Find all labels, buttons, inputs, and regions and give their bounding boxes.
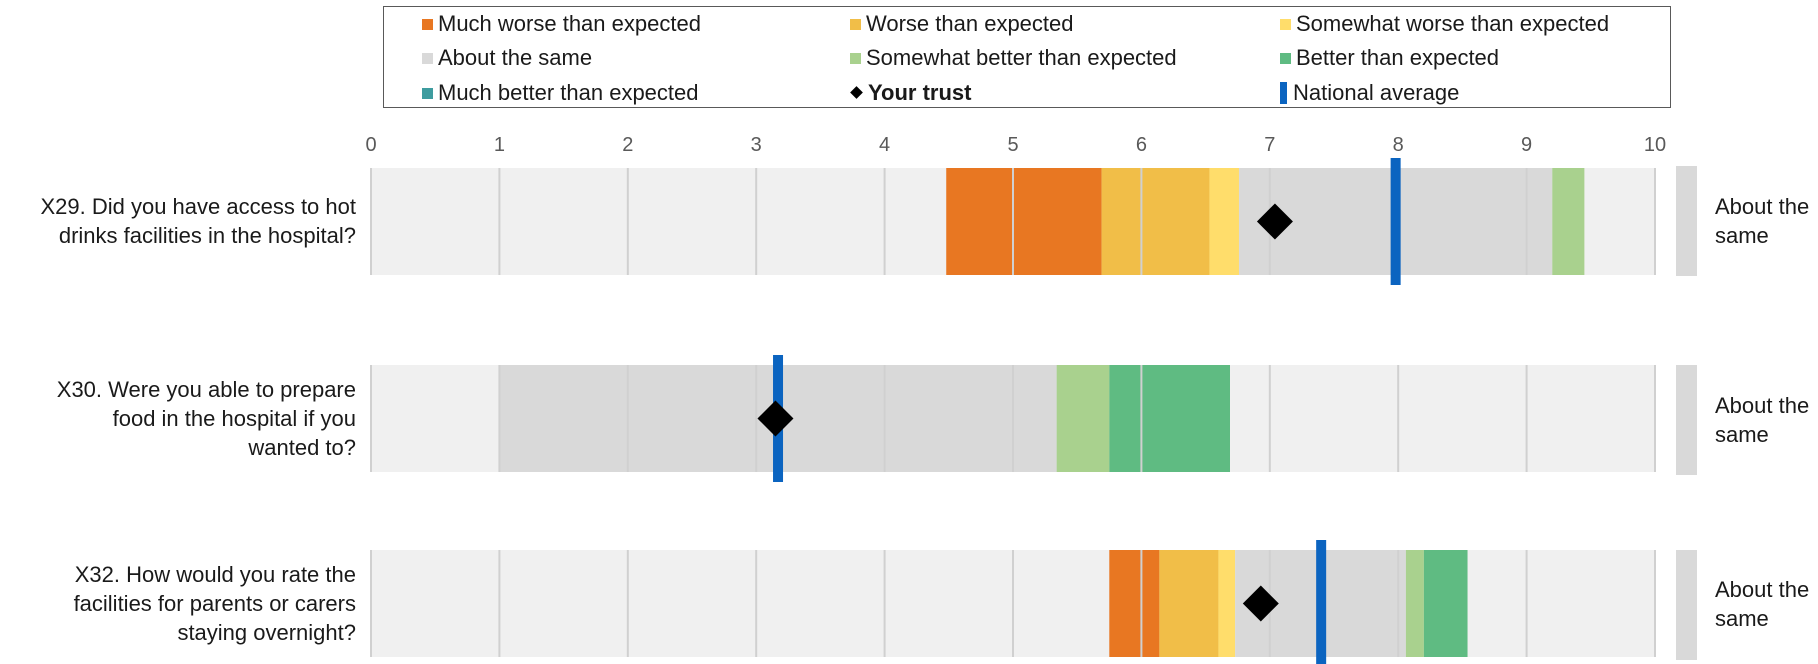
legend-item-about-same: About the same — [422, 45, 592, 71]
legend-item-much-worse: Much worse than expected — [422, 11, 701, 37]
legend-swatch-somewhat-better — [850, 53, 861, 64]
band-much-worse — [946, 168, 1102, 275]
legend-label: Better than expected — [1296, 45, 1500, 70]
legend-item-much-better: Much better than expected — [422, 80, 699, 106]
x-tick-label: 10 — [1644, 134, 1666, 156]
band-better — [1423, 550, 1468, 657]
legend-label: About the same — [438, 45, 593, 70]
question-label-line: X30. Were you able to prepare — [56, 377, 356, 402]
status-label-x29: About the same — [1715, 192, 1818, 250]
question-label-x32: X32. How would you rate the facilities f… — [0, 560, 356, 647]
status-label-line: same — [1715, 606, 1769, 631]
chart-legend: Much worse than expected Worse than expe… — [383, 6, 1671, 108]
legend-label: National average — [1293, 80, 1460, 105]
band-somewhat-better — [1552, 168, 1585, 275]
question-label-line: food in the hospital if you — [112, 406, 356, 431]
status-label-line: About the — [1715, 194, 1810, 219]
x-tick-label: 7 — [1264, 134, 1275, 156]
your-trust-marker — [1242, 585, 1279, 622]
legend-item-somewhat-worse: Somewhat worse than expected — [1280, 11, 1609, 37]
band-better — [1109, 365, 1230, 472]
status-label-line: About the — [1715, 393, 1810, 418]
question-label-line: facilities for parents or carers — [73, 591, 356, 616]
question-label-line: staying overnight? — [177, 620, 356, 645]
status-indicator-x29 — [1676, 166, 1697, 276]
band-somewhat-worse — [1218, 550, 1236, 657]
status-label-x32: About the same — [1715, 575, 1818, 633]
legend-label: Your trust — [868, 80, 972, 105]
x-tick-label: 9 — [1521, 134, 1532, 156]
x-tick-label: 4 — [879, 134, 890, 156]
national-average-marker-icon — [1280, 82, 1287, 104]
status-indicator-x32 — [1676, 550, 1697, 660]
x-tick-label: 5 — [1007, 134, 1018, 156]
legend-swatch-worse — [850, 19, 861, 30]
status-indicator-x30 — [1676, 365, 1697, 475]
legend-swatch-much-worse — [422, 19, 433, 30]
legend-item-your-trust: Your trust — [850, 80, 971, 106]
band-somewhat-worse — [1209, 168, 1239, 275]
legend-item-worse: Worse than expected — [850, 11, 1074, 37]
x-tick-label: 6 — [1136, 134, 1147, 156]
legend-swatch-somewhat-worse — [1280, 19, 1291, 30]
legend-item-better: Better than expected — [1280, 45, 1499, 71]
legend-swatch-about-same — [422, 53, 433, 64]
status-label-line: same — [1715, 223, 1769, 248]
legend-item-national-average: National average — [1280, 80, 1459, 106]
band-somewhat-better — [1405, 550, 1424, 657]
question-label-line: X29. Did you have access to hot — [40, 194, 356, 219]
legend-label: Much worse than expected — [438, 11, 701, 36]
band-much-worse — [1109, 550, 1160, 657]
x-tick-label: 0 — [365, 134, 376, 156]
x-tick-label: 1 — [494, 134, 505, 156]
legend-label: Somewhat better than expected — [866, 45, 1177, 70]
legend-swatch-better — [1280, 53, 1291, 64]
status-label-line: About the — [1715, 577, 1810, 602]
legend-label: Much better than expected — [438, 80, 699, 105]
national-average-marker — [1390, 158, 1401, 285]
question-label-x29: X29. Did you have access to hot drinks f… — [0, 192, 356, 250]
status-label-line: same — [1715, 422, 1769, 447]
question-label-line: X32. How would you rate the — [74, 562, 356, 587]
x-tick-label: 2 — [622, 134, 633, 156]
x-tick-label: 8 — [1393, 134, 1404, 156]
question-label-line: wanted to? — [248, 435, 356, 460]
status-label-x30: About the same — [1715, 391, 1818, 449]
legend-label: Worse than expected — [866, 11, 1074, 36]
band-somewhat-better — [1056, 365, 1110, 472]
band-worse — [1101, 168, 1210, 275]
x-tick-label: 3 — [751, 134, 762, 156]
legend-swatch-much-better — [422, 88, 433, 99]
your-trust-marker — [757, 400, 794, 437]
legend-item-somewhat-better: Somewhat better than expected — [850, 45, 1177, 71]
question-label-line: drinks facilities in the hospital? — [58, 223, 356, 248]
your-trust-marker — [1256, 203, 1293, 240]
band-worse — [1159, 550, 1219, 657]
question-label-x30: X30. Were you able to prepare food in th… — [0, 375, 356, 462]
legend-label: Somewhat worse than expected — [1296, 11, 1610, 36]
national-average-marker — [1316, 540, 1327, 664]
